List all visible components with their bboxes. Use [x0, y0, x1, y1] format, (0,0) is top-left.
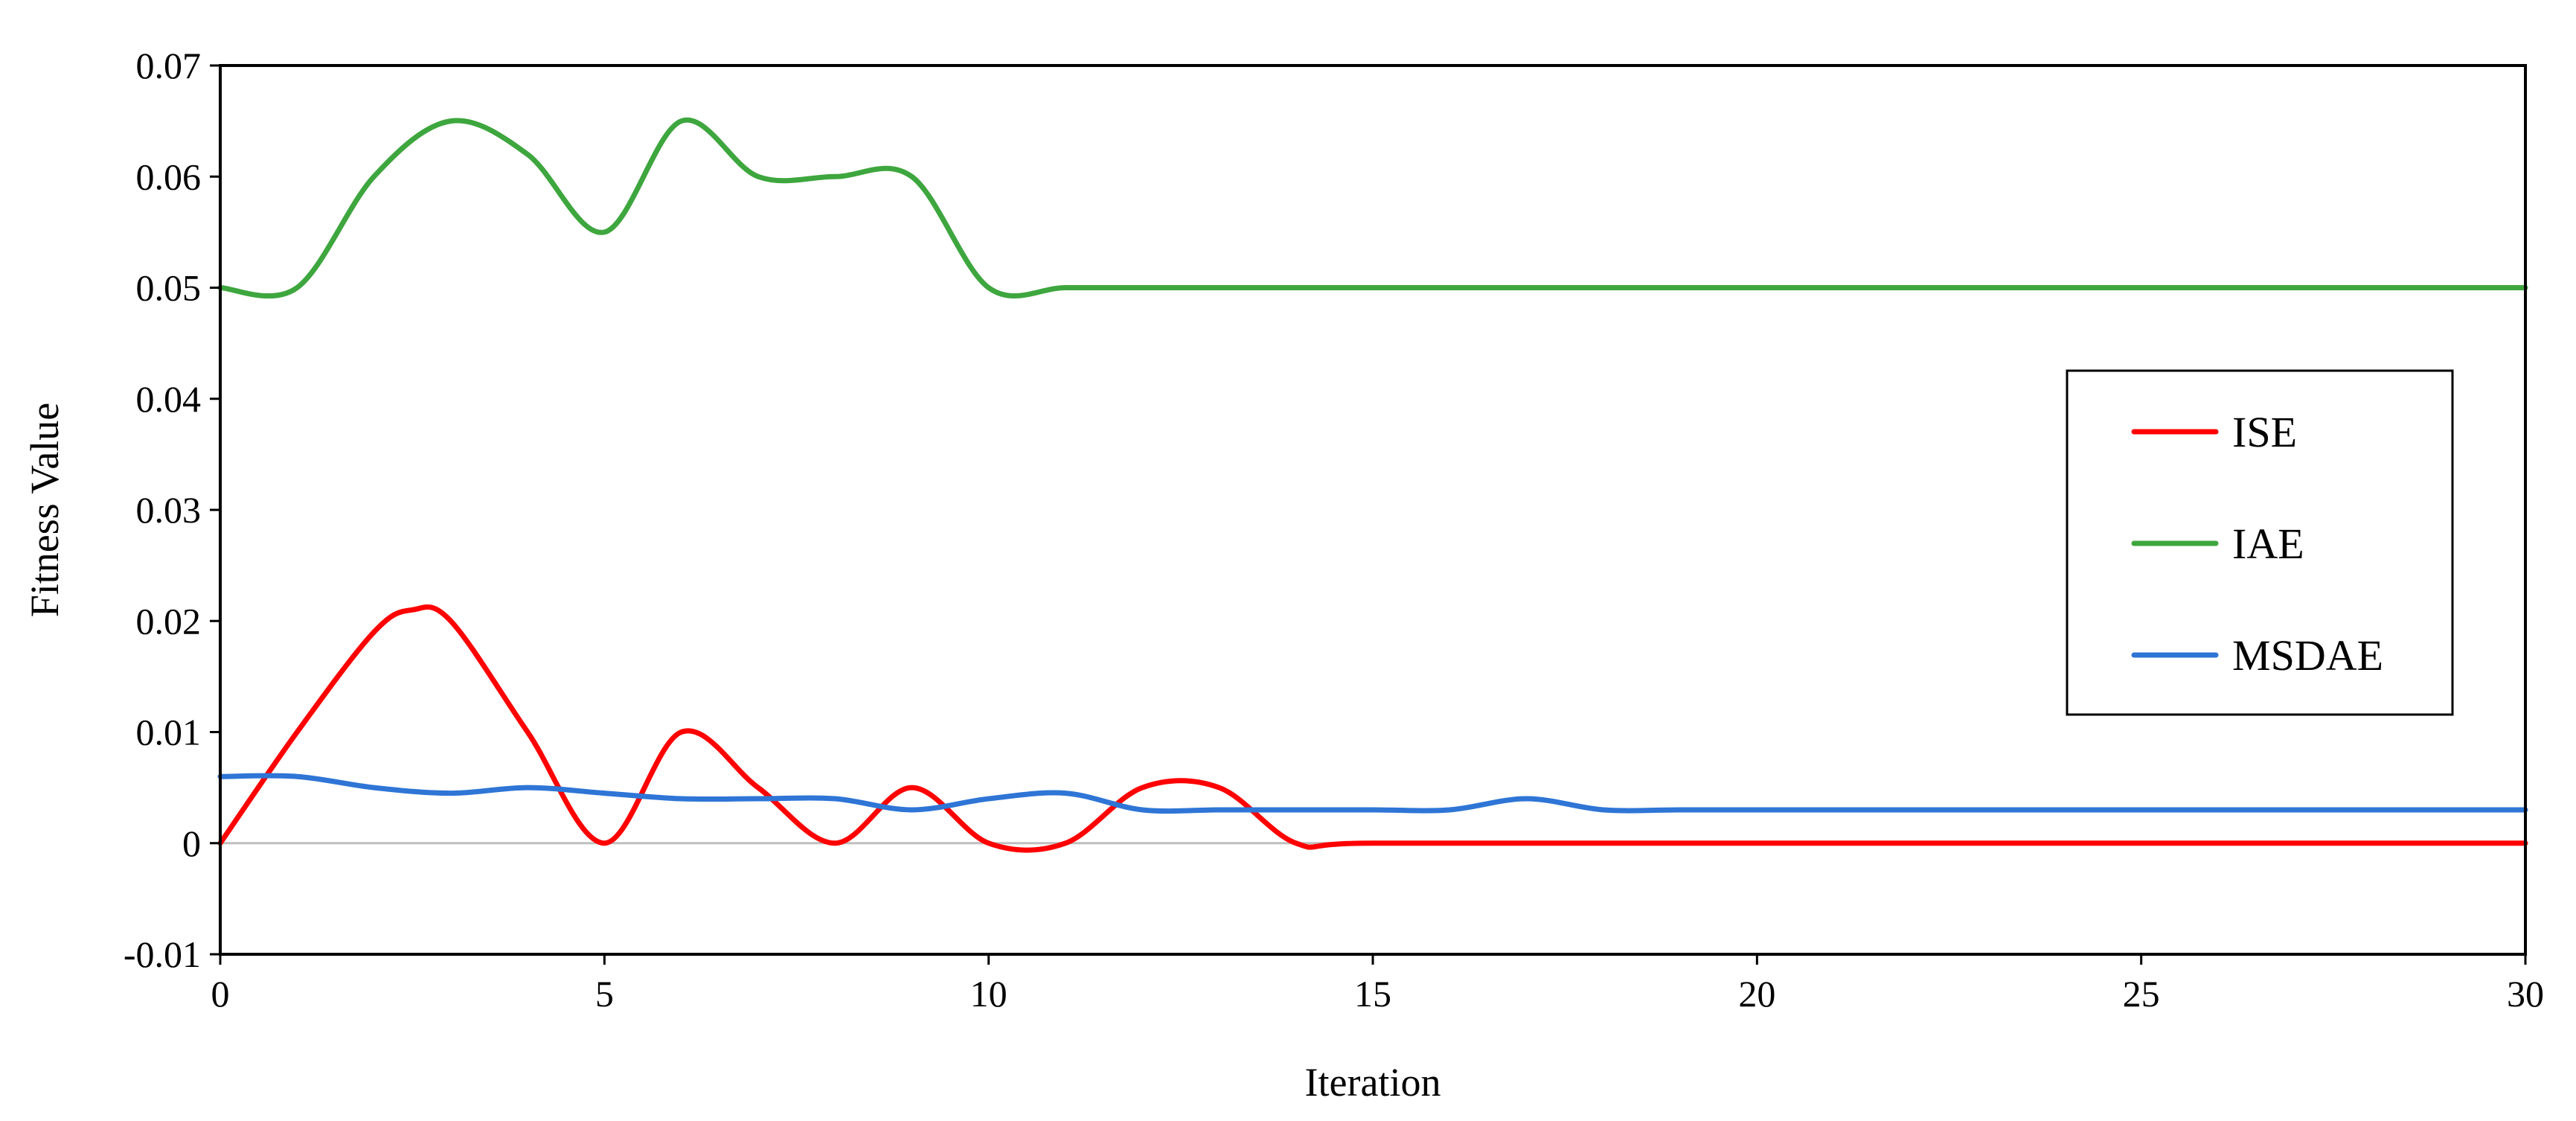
x-tick-label: 30: [2507, 973, 2544, 1015]
series-line-msdae: [217, 773, 2528, 814]
x-tick-label: 0: [211, 973, 230, 1015]
x-axis-title: Iteration: [1305, 1060, 1441, 1105]
y-axis-title: Fitness Value: [22, 403, 67, 618]
y-tick-label: 0.02: [136, 600, 202, 642]
x-tick-label: 10: [970, 973, 1007, 1015]
x-tick-label: 15: [1354, 973, 1391, 1015]
x-tick-label: 5: [595, 973, 614, 1015]
y-tick-label: -0.01: [124, 933, 201, 975]
y-axis-ticks: -0.01 0 0.01 0.02 0.03 0.04 0.05 0.06 0.07: [124, 45, 220, 975]
y-tick-label: 0.05: [136, 267, 202, 309]
x-axis-ticks: 0 5 10 15 20 25 30: [211, 954, 2544, 1015]
series-layer: [217, 117, 2528, 853]
legend-label-ise: ISE: [2232, 408, 2297, 456]
y-tick-label: 0.06: [136, 156, 202, 197]
legend: ISE IAE MSDAE: [2066, 369, 2454, 716]
x-tick-label: 20: [1738, 973, 1775, 1015]
legend-label-iae: IAE: [2232, 520, 2304, 568]
y-tick-label: 0.01: [136, 712, 202, 753]
y-tick-label: 0.04: [136, 378, 202, 420]
series-line-iae: [217, 117, 2528, 298]
y-tick-label: 0: [182, 823, 201, 864]
x-tick-label: 25: [2123, 973, 2160, 1015]
legend-box: [2066, 369, 2454, 716]
y-tick-label: 0.03: [136, 489, 202, 531]
legend-label-msdae: MSDAE: [2232, 631, 2383, 680]
y-tick-label: 0.07: [136, 45, 202, 86]
